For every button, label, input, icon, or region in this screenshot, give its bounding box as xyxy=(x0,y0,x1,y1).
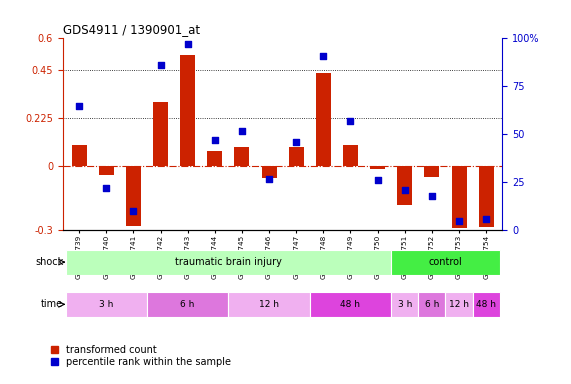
Bar xyxy=(310,292,391,317)
Text: 48 h: 48 h xyxy=(476,300,496,309)
Point xyxy=(292,139,301,145)
Bar xyxy=(289,147,304,166)
Bar xyxy=(445,292,473,317)
Bar xyxy=(228,292,310,317)
Text: GDS4911 / 1390901_at: GDS4911 / 1390901_at xyxy=(63,23,200,36)
Point xyxy=(156,62,165,68)
Legend: transformed count, percentile rank within the sample: transformed count, percentile rank withi… xyxy=(51,345,231,367)
Bar xyxy=(99,166,114,175)
Text: 3 h: 3 h xyxy=(99,300,114,309)
Point xyxy=(75,103,84,109)
Point xyxy=(373,177,382,184)
Bar xyxy=(370,166,385,169)
Text: control: control xyxy=(429,257,463,267)
Point xyxy=(346,118,355,124)
Bar xyxy=(343,145,358,166)
Point xyxy=(129,208,138,214)
Bar xyxy=(180,55,195,166)
Bar xyxy=(452,166,467,228)
Bar xyxy=(262,166,276,178)
Point xyxy=(210,137,219,143)
Point xyxy=(481,216,490,222)
Bar xyxy=(391,292,419,317)
Text: 6 h: 6 h xyxy=(180,300,195,309)
Bar xyxy=(71,145,87,166)
Bar xyxy=(397,166,412,205)
Point xyxy=(400,187,409,193)
Point xyxy=(319,53,328,59)
Bar xyxy=(66,292,147,317)
Text: 3 h: 3 h xyxy=(397,300,412,309)
Bar xyxy=(473,292,500,317)
Bar xyxy=(424,166,439,177)
Point xyxy=(455,218,464,224)
Bar xyxy=(147,292,228,317)
Text: shock: shock xyxy=(35,257,63,267)
Point xyxy=(102,185,111,191)
Bar xyxy=(66,250,391,275)
Point xyxy=(183,41,192,47)
Bar xyxy=(153,103,168,166)
Bar xyxy=(126,166,141,226)
Text: 48 h: 48 h xyxy=(340,300,360,309)
Bar xyxy=(207,151,222,166)
Text: 12 h: 12 h xyxy=(449,300,469,309)
Text: time: time xyxy=(41,299,63,310)
Bar xyxy=(316,73,331,166)
Bar xyxy=(478,166,494,227)
Bar xyxy=(235,147,250,166)
Text: traumatic brain injury: traumatic brain injury xyxy=(175,257,282,267)
Bar xyxy=(391,250,500,275)
Point xyxy=(238,127,247,134)
Bar xyxy=(419,292,445,317)
Text: 6 h: 6 h xyxy=(425,300,439,309)
Point xyxy=(427,193,436,199)
Point xyxy=(264,175,274,182)
Text: 12 h: 12 h xyxy=(259,300,279,309)
